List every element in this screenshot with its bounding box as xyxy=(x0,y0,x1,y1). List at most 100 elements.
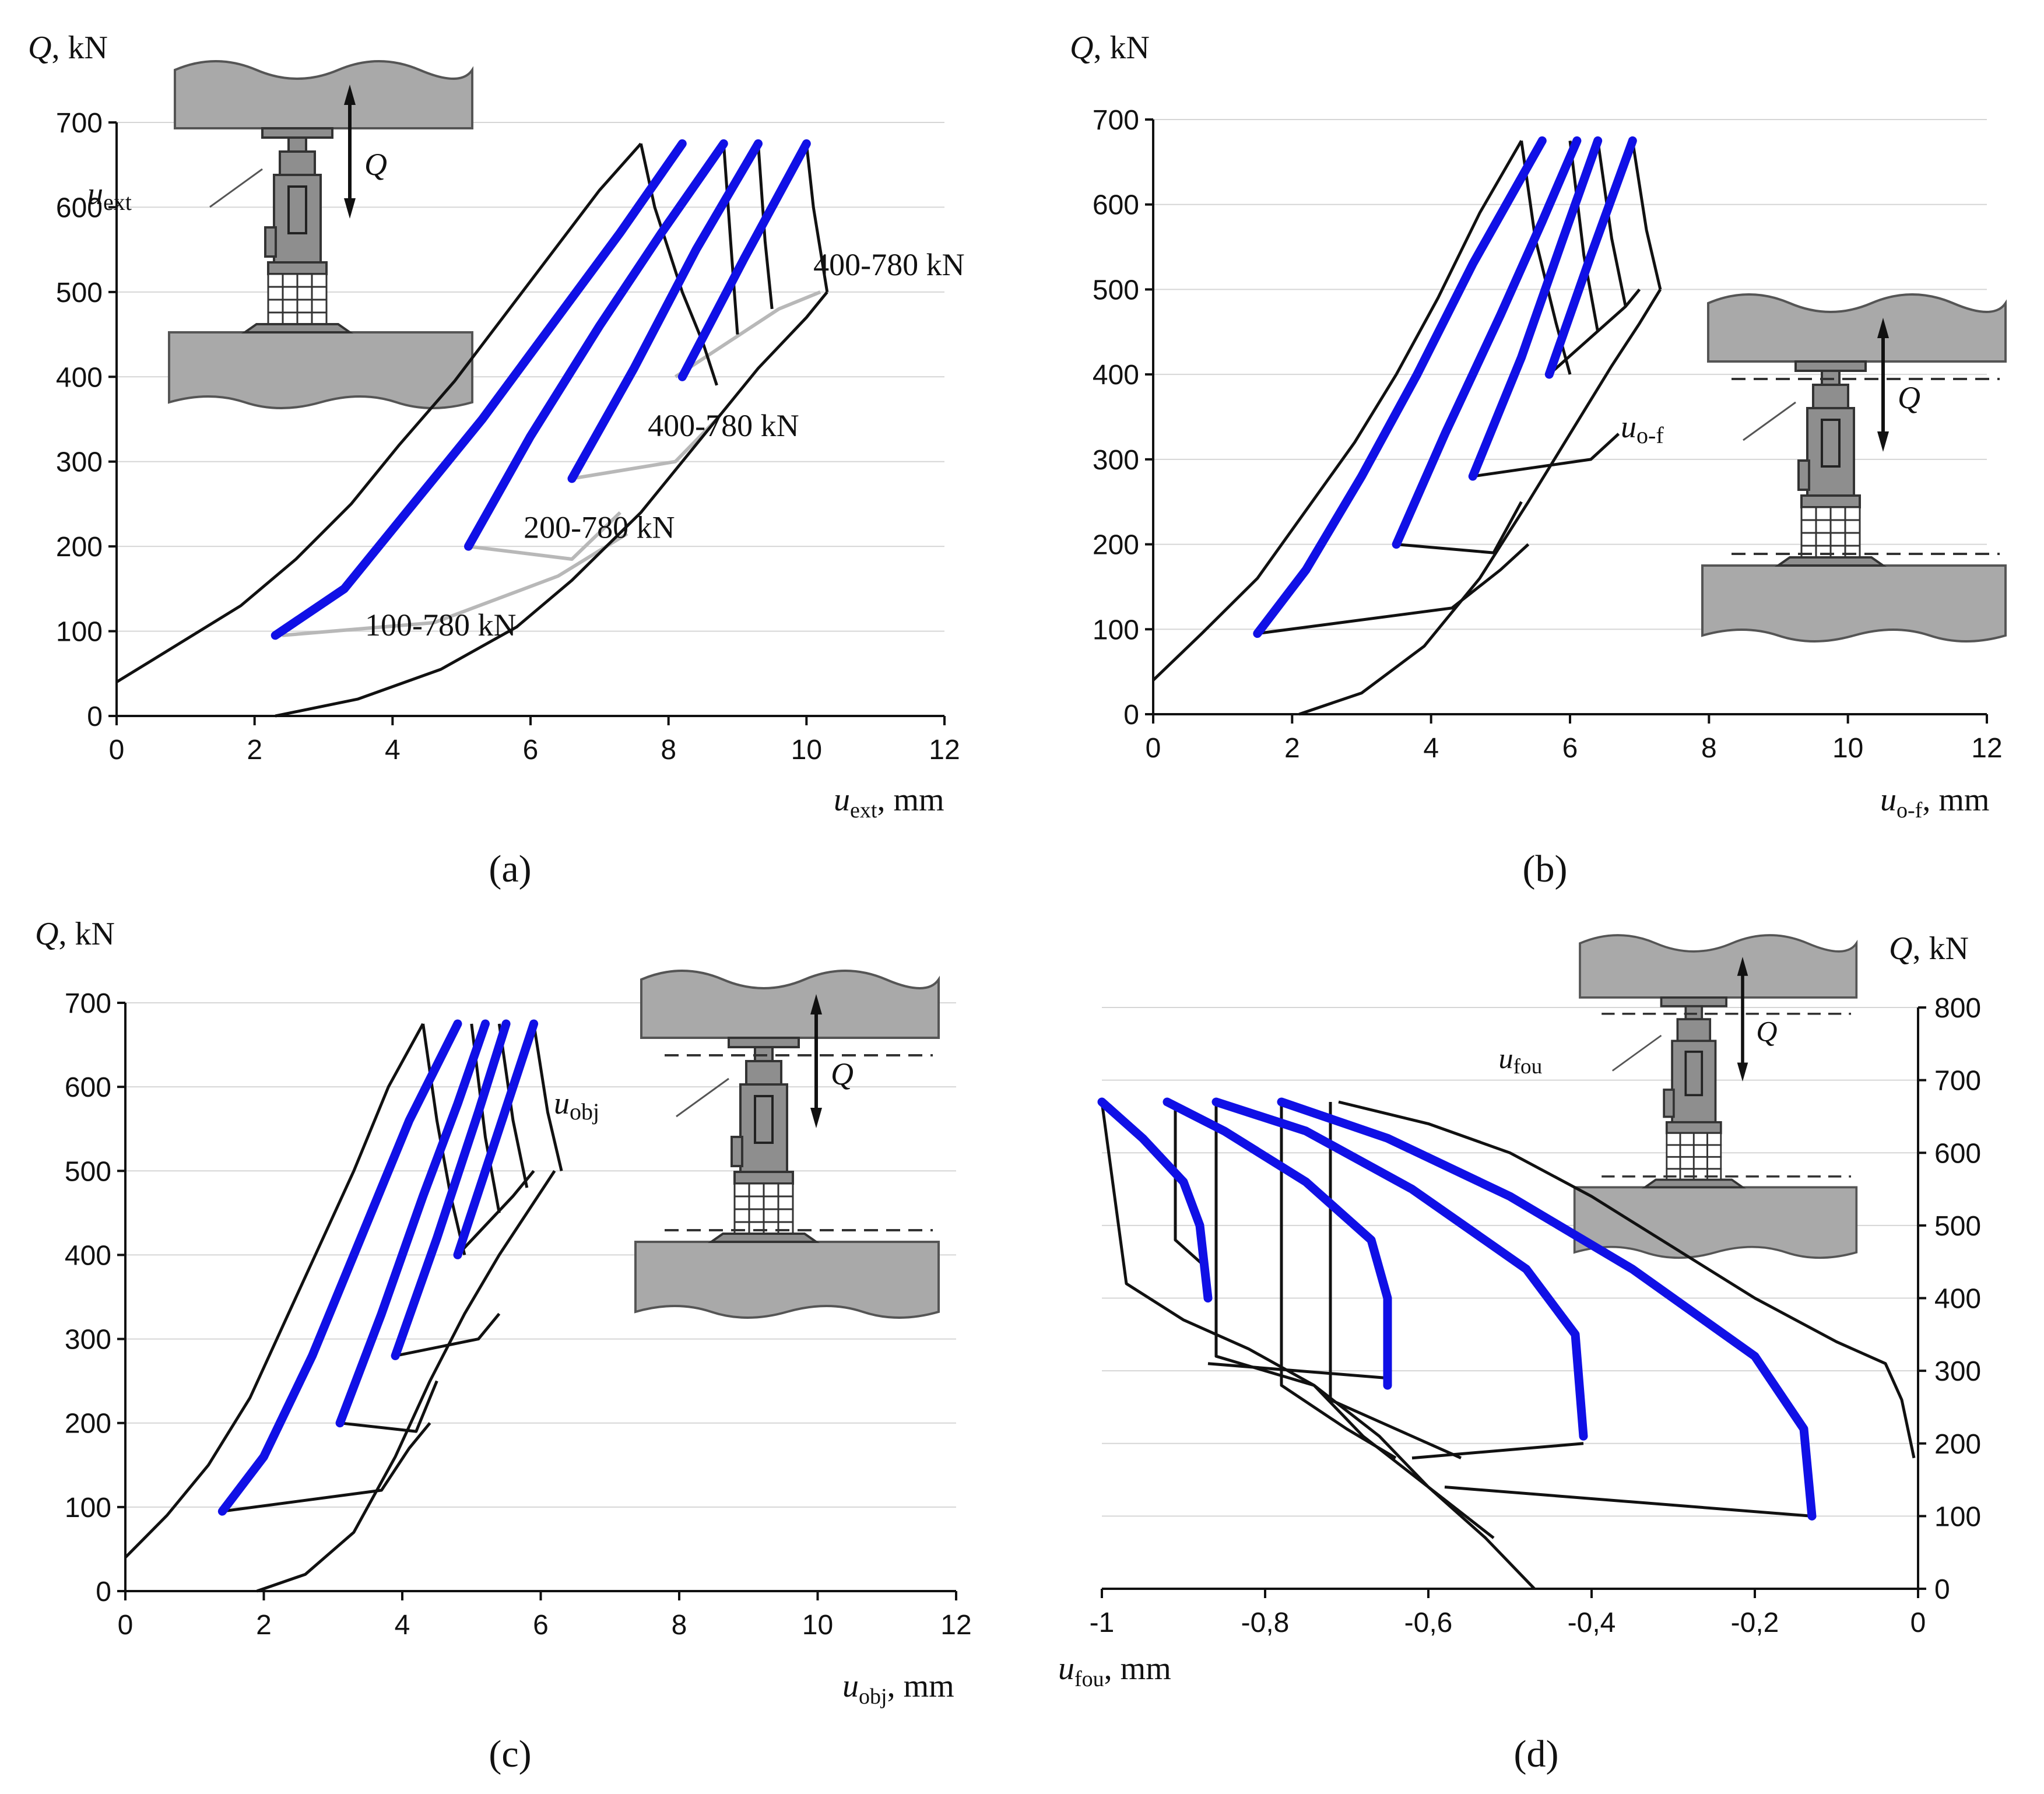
jack-body xyxy=(273,174,322,264)
jack-body xyxy=(1671,1040,1717,1124)
jack-valve xyxy=(1797,459,1810,491)
inset-diagram-b: Quo-f xyxy=(1621,293,2007,643)
stack-block xyxy=(777,1195,794,1210)
y-tick-label: 700 xyxy=(1093,105,1139,136)
stack-block xyxy=(1844,519,1861,534)
series-outer-load xyxy=(1338,1100,1916,1459)
stack-block xyxy=(296,273,313,288)
jack-collar xyxy=(733,1171,794,1185)
x-tick-label: -0,4 xyxy=(1568,1607,1616,1638)
series-unload-2 xyxy=(722,143,739,335)
displacement-label: ufou xyxy=(1499,1042,1543,1079)
series-cycle-200-780 xyxy=(468,511,621,561)
stack-block xyxy=(1829,532,1846,547)
force-label: Q xyxy=(364,147,387,182)
x-tick-label: 8 xyxy=(1701,733,1717,764)
lower-slab xyxy=(634,1241,940,1319)
stack-block xyxy=(733,1182,750,1198)
stack-block xyxy=(1829,506,1846,521)
load-range-annotation: 400-780 kN xyxy=(813,247,964,282)
x-axis-title: uext, mm xyxy=(834,782,944,823)
y-tick-label: 200 xyxy=(1934,1429,1981,1460)
y-tick-label: 800 xyxy=(1934,993,1981,1024)
x-tick-label: 0 xyxy=(1910,1607,1926,1638)
lower-slab xyxy=(168,331,473,409)
panel-label-a: (a) xyxy=(489,848,531,890)
x-tick-label: 10 xyxy=(802,1610,833,1641)
panel-b: 0 100 200 300 400 500 600 700 0 2 4 6 8 10 12 Quo-f Q, k… xyxy=(1070,30,2007,890)
stack-block xyxy=(267,286,284,301)
x-tick-label: 2 xyxy=(256,1610,272,1641)
jack-body xyxy=(1806,407,1855,497)
jack-window xyxy=(287,185,307,234)
series-cycle-400-780-b xyxy=(1548,288,1641,375)
arrow-down-icon xyxy=(1737,1062,1748,1082)
stack-block xyxy=(311,286,328,301)
arrow-down-icon xyxy=(1877,431,1889,452)
stack-block xyxy=(1844,506,1861,521)
y-tick-label: 300 xyxy=(56,447,103,478)
series-reload-envelope xyxy=(1298,289,1662,716)
stack-block xyxy=(1692,1132,1708,1146)
panel-label-c: (c) xyxy=(489,1733,531,1775)
x-axis-title: ufou, mm xyxy=(1058,1651,1171,1691)
x-tick-label: 6 xyxy=(523,735,539,766)
stack-block xyxy=(1706,1156,1722,1170)
series-cycle-c xyxy=(1444,1486,1813,1518)
series-reload-4 xyxy=(1277,1097,1817,1521)
force-label: Q xyxy=(831,1056,854,1091)
stack-block xyxy=(763,1195,779,1210)
jack-valve xyxy=(264,226,277,258)
y-axis-title: Q, kN xyxy=(35,916,115,952)
stack-block xyxy=(1679,1132,1695,1146)
x-tick-label: -0,2 xyxy=(1731,1607,1779,1638)
stack-block xyxy=(282,286,298,301)
y-tick-label: 500 xyxy=(65,1156,111,1187)
stack-block xyxy=(311,273,328,288)
x-tick-label: 0 xyxy=(118,1610,134,1641)
lower-slab xyxy=(1701,564,2007,643)
stack-block xyxy=(763,1208,779,1223)
y-tick-label: 600 xyxy=(1934,1138,1981,1169)
arrow-up-icon xyxy=(810,994,822,1014)
series-cycle-200-780 xyxy=(1396,501,1523,554)
series-unload-4 xyxy=(532,1023,563,1171)
jack-window xyxy=(754,1095,774,1144)
series-reload-envelope xyxy=(275,291,828,718)
stack-block xyxy=(748,1195,765,1210)
x-tick-label: 8 xyxy=(661,735,676,766)
stack-block xyxy=(1800,519,1817,534)
series-reload-1 xyxy=(1097,1097,1213,1303)
arrow-up-icon xyxy=(1877,318,1889,338)
stack-block xyxy=(748,1182,765,1198)
x-tick-label: 4 xyxy=(1423,733,1439,764)
series-reload-1 xyxy=(1253,136,1547,638)
series-cycle-b xyxy=(1411,1442,1584,1460)
series-unload-3 xyxy=(497,1023,529,1188)
stack-block xyxy=(1800,532,1817,547)
displacement-label: uext xyxy=(87,176,132,215)
x-tick-label: 6 xyxy=(1562,733,1578,764)
stack-block xyxy=(282,299,298,314)
stack-block xyxy=(1829,519,1846,534)
x-tick-label: 12 xyxy=(929,735,960,766)
jack-body xyxy=(739,1083,788,1173)
arrow-down-icon xyxy=(344,198,356,219)
y-tick-label: 0 xyxy=(1123,700,1139,731)
force-label: Q xyxy=(1898,380,1920,415)
series-envelope-load xyxy=(124,1023,424,1559)
x-axis-title: uo-f, mm xyxy=(1880,782,1989,823)
stack-block xyxy=(267,299,284,314)
series-drop-4 xyxy=(1329,1102,1462,1459)
stack-block xyxy=(296,299,313,314)
swivel xyxy=(287,136,307,153)
series-unload-2 xyxy=(1568,141,1600,332)
stack-block xyxy=(1844,532,1861,547)
jack-head xyxy=(1676,1018,1712,1042)
series-reload-envelope xyxy=(256,1170,556,1593)
series-reload-3 xyxy=(567,139,763,483)
stack-block xyxy=(733,1195,750,1210)
y-tick-label: 600 xyxy=(56,192,103,223)
